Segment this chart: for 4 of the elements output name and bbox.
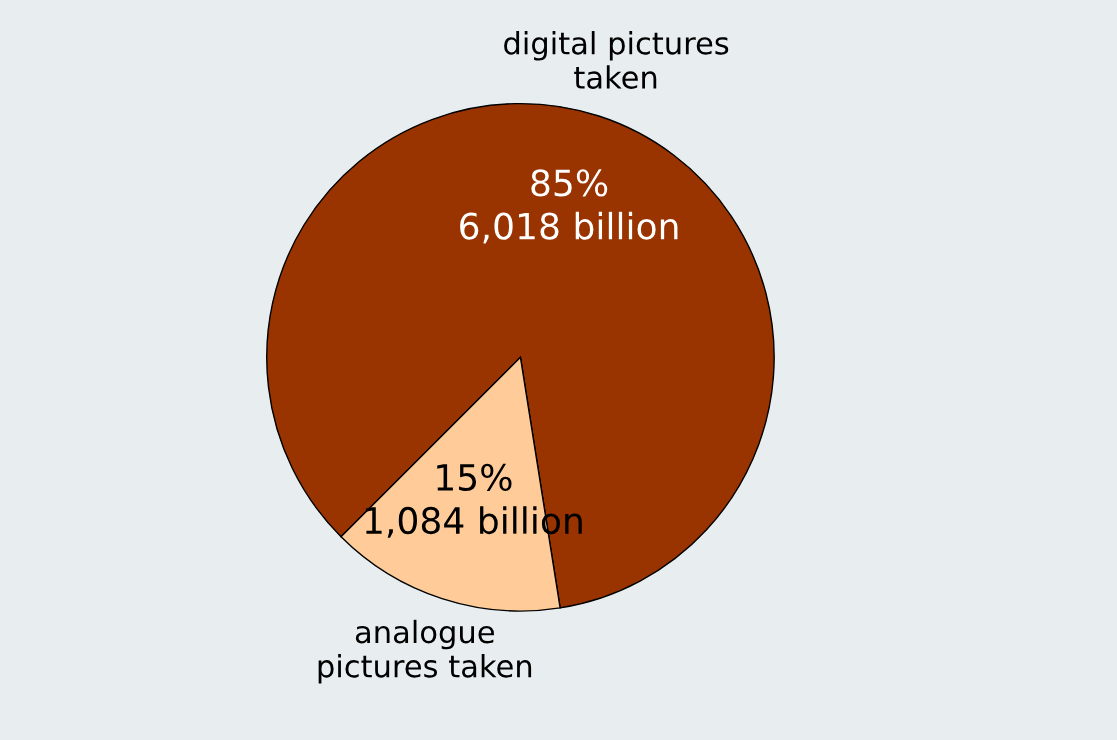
pie-slice xyxy=(266,102,775,609)
slice-label: digital pictures taken xyxy=(504,31,729,89)
slice-label: analogue pictures taken xyxy=(318,619,532,684)
data-label: 85% 6,018 billion xyxy=(460,169,678,244)
